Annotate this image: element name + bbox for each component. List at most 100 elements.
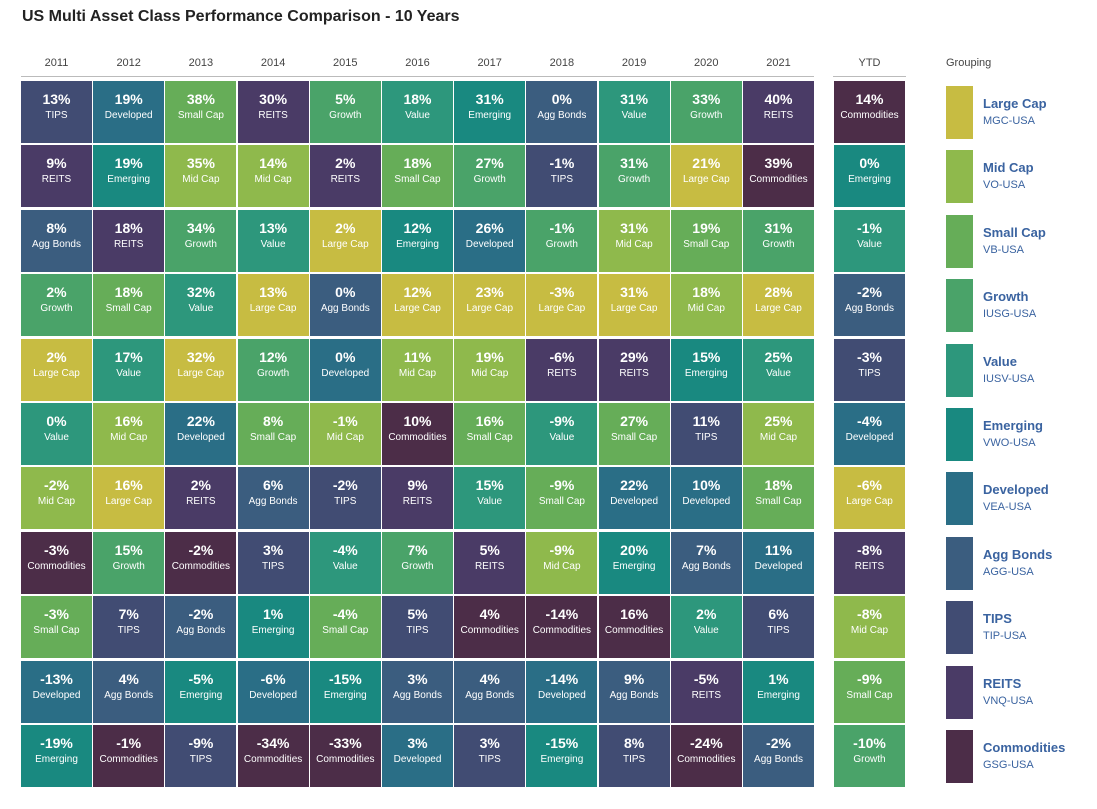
legend-ticker: TIP-USA [983,630,1027,643]
cell-return-value: 9% [623,670,645,687]
performance-cell: 16% Small Cap [454,403,526,465]
cell-asset-class: Agg Bonds [465,689,515,701]
performance-cell: -8% Mid Cap [834,596,905,659]
performance-cell: 18% Small Cap [382,145,453,208]
cell-asset-class: Developed [393,754,442,765]
performance-cell: 28% Large Cap [743,274,814,337]
cell-asset-class: Developed [104,110,153,121]
cell-return-value: 8% [262,413,284,429]
performance-cell: -4% Value [309,531,381,594]
performance-cell: 33% Growth [670,81,742,143]
cell-asset-class: Commodities [532,625,592,637]
performance-cell: -9% Mid Cap [526,531,598,594]
performance-cell: 2% REITS [165,467,237,530]
cell-return-value: -3% [549,284,575,301]
legend-swatch [946,214,973,268]
column-header: 2019 [621,57,647,69]
performance-cell: 25% Value [743,338,814,401]
cell-asset-class: Mid Cap [759,432,798,443]
cell-asset-class: Small Cap [538,496,585,508]
cell-asset-class: Growth [40,303,73,315]
cell-asset-class: Developed [610,496,658,508]
performance-cell: -8% REITS [834,531,905,594]
cell-asset-class: TIPS [858,367,881,379]
cell-asset-class: Value [621,110,647,121]
performance-cell: 30% REITS [237,81,309,143]
cell-return-value: 16% [475,413,504,429]
cell-return-value: -1% [116,735,142,751]
performance-cell: 2% Large Cap [21,338,92,401]
performance-cell: 15% Value [454,467,526,530]
cell-return-value: 33% [692,91,721,107]
performance-cell: -19% Emerging [21,725,92,787]
cell-return-value: 3% [479,735,500,751]
performance-cell: 0% Agg Bonds [309,274,381,337]
cell-asset-class: Commodities [171,560,231,572]
performance-cell: 13% Large Cap [237,274,309,337]
cell-return-value: -14% [545,670,579,687]
cell-return-value: -19% [40,735,73,751]
cell-asset-class: Agg Bonds [845,303,894,315]
cell-asset-class: Value [260,238,286,250]
cell-asset-class: Commodities [99,754,158,765]
performance-cell: 18% Small Cap [743,467,814,530]
cell-return-value: -10% [853,735,886,751]
column-header: 2015 [333,57,358,69]
cell-return-value: 2% [335,219,356,236]
cell-asset-class: REITS [186,496,216,508]
performance-cell: -9% Value [526,403,598,465]
cell-asset-class: Agg Bonds [754,754,803,765]
cell-asset-class: Mid Cap [37,496,76,508]
cell-return-value: -1% [549,219,575,236]
performance-cell: 13% Value [237,209,309,272]
cell-return-value: -1% [857,219,882,236]
cell-return-value: 31% [620,219,649,236]
cell-return-value: 12% [403,219,432,236]
performance-cell: 7% Agg Bonds [670,531,742,594]
cell-asset-class: Large Cap [249,303,297,315]
performance-cell: 13% TIPS [21,81,92,143]
column-header: 2012 [116,57,141,69]
cell-asset-class: TIPS [406,625,429,637]
performance-cell: 34% Growth [165,209,237,272]
cell-asset-class: REITS [474,560,505,572]
cell-asset-class: Mid Cap [182,174,220,186]
performance-cell: 38% Small Cap [165,81,237,143]
performance-cell: -5% Emerging [165,660,237,723]
cell-asset-class: TIPS [622,754,646,765]
cell-return-value: 16% [620,606,649,623]
cell-return-value: 21% [692,155,721,172]
cell-return-value: -2% [332,477,358,494]
cell-return-value: 12% [259,348,288,365]
cell-asset-class: Growth [329,110,362,121]
cell-asset-class: Growth [617,174,651,186]
cell-return-value: -9% [549,413,575,429]
cell-asset-class: Growth [401,560,434,572]
cell-asset-class: Small Cap [846,689,893,701]
cell-return-value: 27% [620,413,649,429]
cell-asset-class: Mid Cap [543,560,581,572]
performance-cell: 22% Developed [598,467,670,530]
performance-cell: 5% TIPS [382,596,453,659]
cell-asset-class: Emerging [396,238,439,250]
cell-asset-class: Mid Cap [850,625,889,637]
cell-asset-class: Emerging [251,625,295,637]
performance-cell: 15% Emerging [670,338,742,401]
cell-asset-class: Small Cap [33,625,80,637]
performance-cell: 19% Developed [93,81,165,143]
cell-return-value: 7% [407,541,428,558]
cell-asset-class: Large Cap [394,303,441,315]
performance-cell: -3% Large Cap [526,274,598,337]
performance-cell: 35% Mid Cap [165,145,237,208]
cell-return-value: -5% [693,670,719,687]
performance-cell: -1% TIPS [526,145,598,208]
cell-return-value: 19% [114,155,143,172]
cell-asset-class: Developed [682,496,731,508]
cell-return-value: -4% [332,541,358,558]
cell-asset-class: Large Cap [610,303,658,315]
cell-return-value: -9% [549,541,575,558]
cell-asset-class: Agg Bonds [248,496,298,508]
performance-cell: 12% Emerging [382,209,453,272]
cell-return-value: 4% [479,670,500,687]
cell-asset-class: Value [857,238,882,250]
